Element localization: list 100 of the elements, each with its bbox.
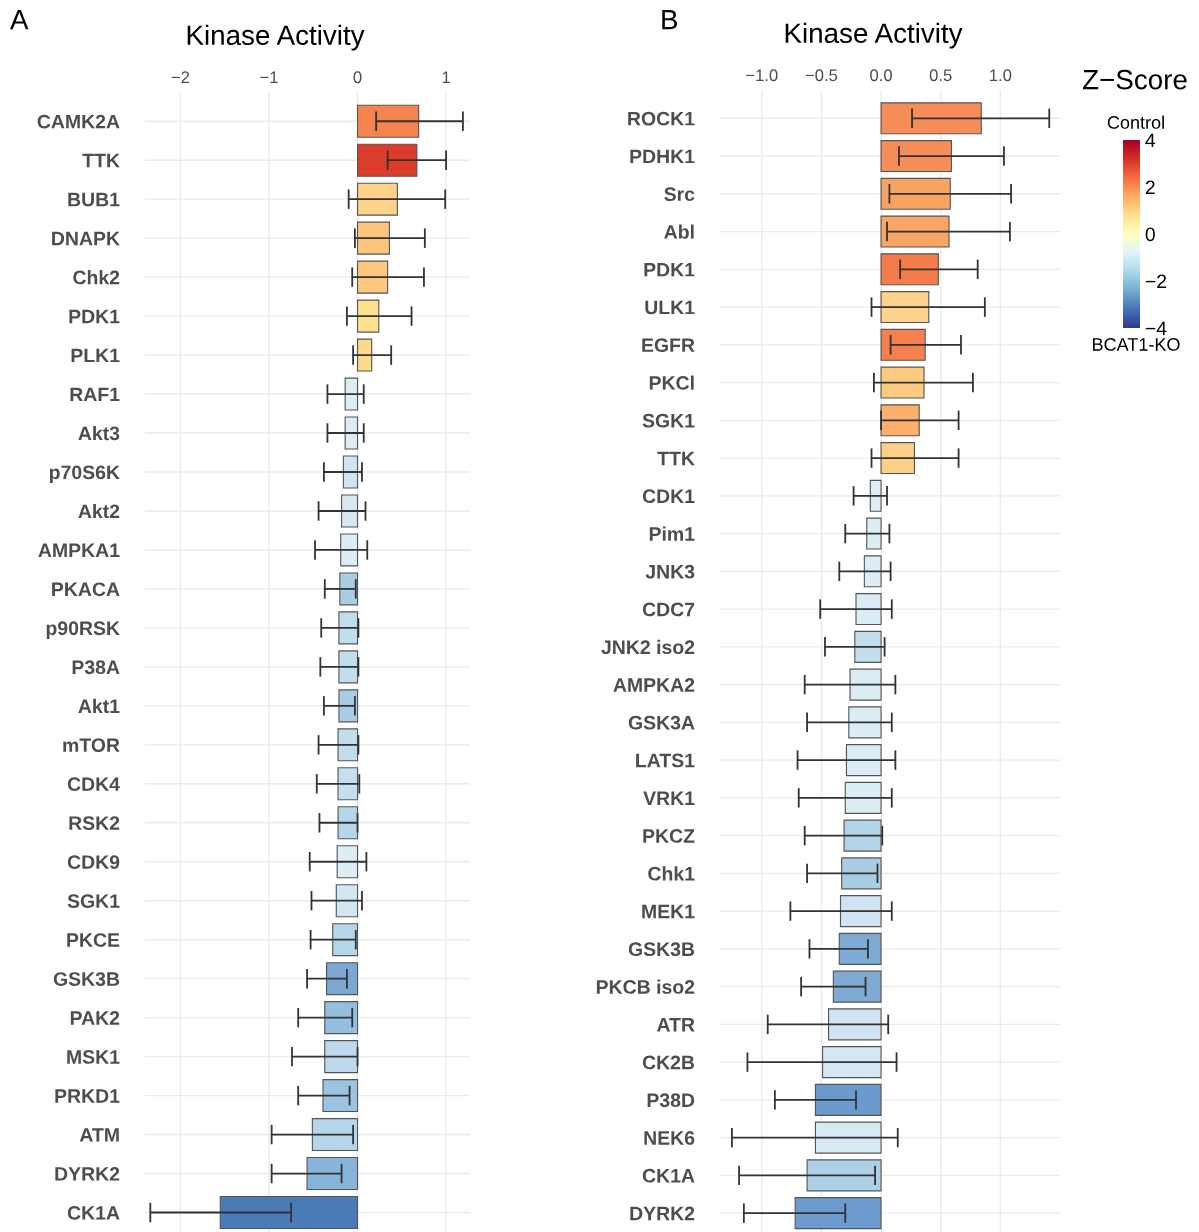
bar [325,962,359,996]
bar [880,177,951,210]
y-tick-label: Chk2 [73,270,120,285]
y-tick-label: AMPKA2 [613,678,695,692]
y-tick-label: GSK3A [628,715,695,730]
bar [828,1008,882,1041]
chart-title: Kinase Activity [187,24,365,51]
color-bar-label: 4 [1145,133,1156,148]
y-tick-label: RAF1 [70,387,120,402]
y-tick-label: CK1A [642,1168,695,1183]
bar [832,970,882,1003]
bar [880,328,926,361]
bar [880,291,930,324]
y-tick-label: MSK1 [67,1050,120,1064]
text: A [10,10,29,30]
bar [843,819,882,852]
y-tick-label: RSK2 [69,816,120,831]
bar [794,1197,882,1230]
text: BCAT1-KO [1093,338,1180,351]
y-tick-label: EGFR [642,338,695,353]
x-tick-label: −1 [260,71,278,83]
y-tick-label: ATM [79,1128,119,1142]
y-tick-label: PKCZ [643,829,695,843]
bar [880,366,925,399]
bar [356,299,380,333]
y-tick-label: ATR [656,1018,695,1032]
y-tick-label: p70S6K [49,465,120,484]
bar [324,1001,359,1035]
bar [848,706,882,739]
y-tick-label: BUB1 [68,192,120,207]
y-tick-label: TTK [82,153,120,168]
bar [866,517,882,550]
bar [337,767,359,801]
x-tick-label: −2 [171,71,190,83]
x-tick-label: −1.0 [746,69,778,82]
x-tick-label: 1 [442,71,450,83]
x-tick-label: 1.0 [990,69,1012,82]
y-tick-label: PAK2 [70,1011,120,1025]
x-tick-label: −0.5 [805,69,838,82]
bar [219,1195,359,1230]
bar [340,533,359,567]
y-tick-label: PRKD1 [55,1089,120,1103]
y-tick-label: GSK3B [628,942,695,957]
bar [335,884,359,918]
y-tick-label: PKCB iso2 [596,979,695,994]
y-tick-label: VRK1 [643,791,695,805]
bar [880,140,952,173]
bar [342,455,359,489]
color-bar-label: −2 [1145,274,1167,289]
color-bar-title: Z−Score [1083,69,1187,90]
bar [849,668,882,701]
y-tick-label: ROCK1 [628,111,695,126]
y-tick-label: CK1A [67,1205,120,1220]
bar [356,338,373,372]
y-tick-label: PDK1 [644,262,695,277]
bar [338,650,359,684]
bar [344,377,359,411]
y-tick-label: PDHK1 [630,149,695,164]
y-tick-label: AMPKA1 [38,543,120,557]
bar [356,221,390,255]
bar [311,1118,359,1152]
y-tick-label: PKCl [649,375,694,390]
y-tick-label: Abl [664,224,694,239]
y-tick-label: PKCE [67,933,120,947]
text: B [662,10,678,30]
color-bar-label: 2 [1145,180,1155,195]
y-tick-label: ULK1 [645,300,695,315]
bar [854,630,882,663]
y-tick-label: Akt2 [78,503,120,519]
y-tick-label: TTK [657,451,695,466]
y-tick-label: Akt1 [78,698,120,714]
bar [863,555,882,588]
y-tick-label: CDK9 [67,855,120,869]
y-tick-label: DYRK2 [55,1167,120,1181]
x-tick-label: 0 [353,71,362,84]
y-tick-label: MEK1 [642,904,695,919]
color-bar-label: −4 [1145,321,1167,336]
y-tick-label: LATS1 [636,753,695,768]
bar [338,611,359,645]
y-tick-label: PKACA [52,582,120,597]
text: Control [1107,115,1164,129]
bar [356,182,398,216]
bar [845,744,882,777]
bar [344,416,359,450]
y-tick-label: P38D [647,1093,695,1108]
bar [880,442,916,475]
x-tick-label: 0.0 [870,69,892,82]
bar [337,728,359,762]
y-tick-label: CK2B [642,1055,695,1070]
y-tick-label: P38A [72,660,120,675]
y-tick-label: CDC7 [642,602,695,617]
bar [880,404,920,437]
y-tick-label: JNK2 iso2 [601,639,695,655]
bar [336,845,359,879]
bar [839,895,882,928]
y-tick-label: p90RSK [46,621,120,639]
y-tick-label: SGK1 [642,413,695,428]
y-tick-label: Src [664,187,695,202]
bar [822,1046,882,1079]
bar [838,932,882,965]
